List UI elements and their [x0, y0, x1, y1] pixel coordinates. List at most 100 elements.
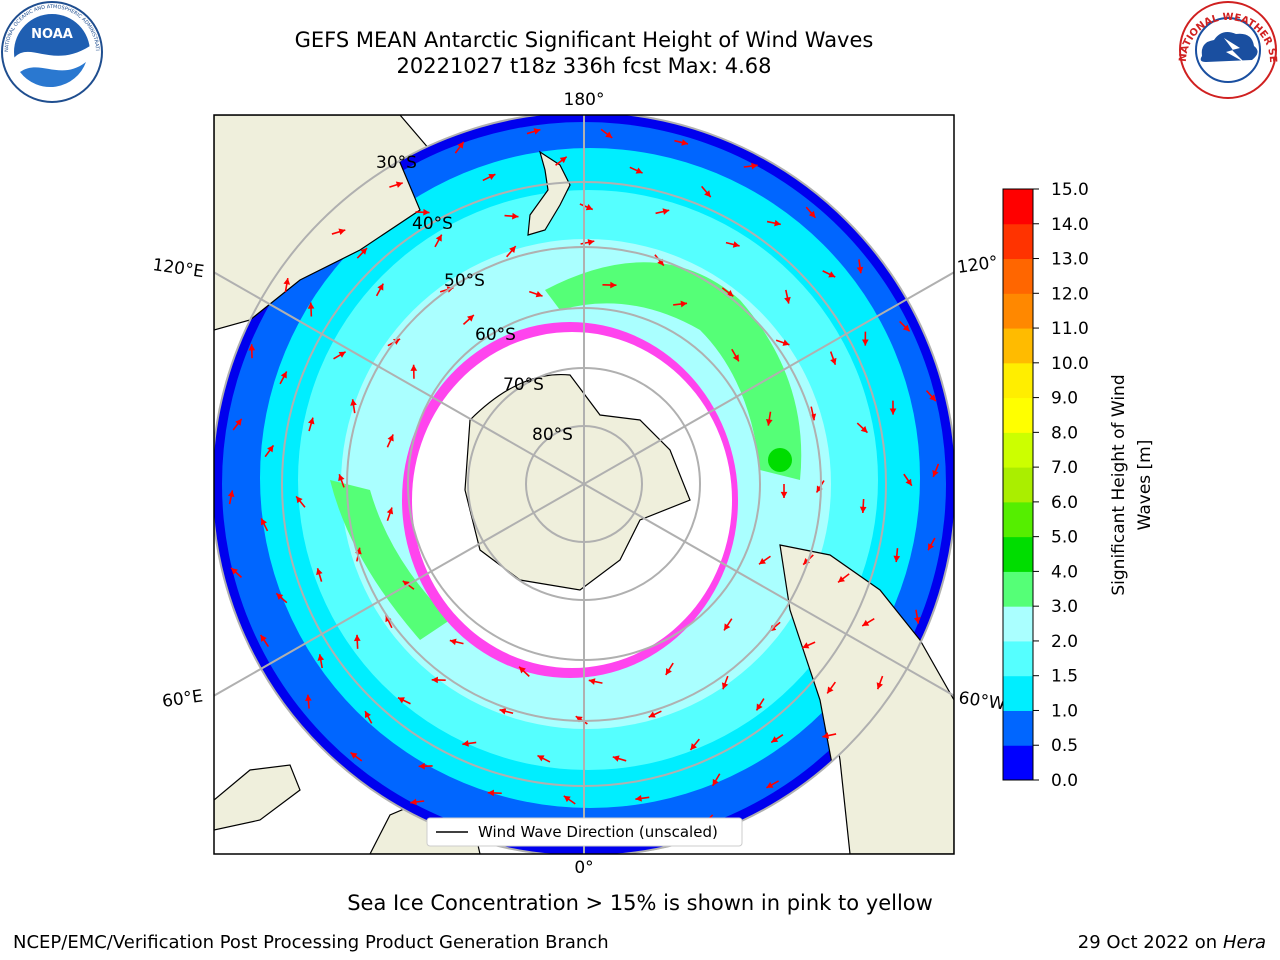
wave-arrow-head	[929, 394, 936, 402]
colorbar-frame	[1002, 188, 1034, 781]
lat-label-60s: 60°S	[475, 325, 516, 345]
wave-arrow-head	[665, 667, 672, 675]
wave-arrow-head	[563, 795, 571, 803]
wave-arrow-head	[758, 557, 766, 565]
wave-direction-arrows	[227, 128, 940, 842]
colorbar-tick-label: 2.0	[1051, 632, 1078, 652]
map-frame	[213, 114, 955, 855]
wave-arrow-head	[537, 755, 545, 762]
lon-label-60w: 60°W	[957, 688, 1006, 714]
wave-arrow-head	[509, 246, 516, 254]
colorbar-segment	[1003, 467, 1033, 503]
colorbar-segment	[1003, 536, 1033, 572]
wave-arrow-head	[859, 506, 867, 513]
wave-arrow-head	[377, 283, 384, 291]
wave-arrow-head	[280, 371, 287, 379]
wave-arrow-head	[913, 616, 921, 624]
wave-arrow-head	[802, 642, 810, 649]
map-subtitle: 20221027 t18z 336h fcst Max: 4.68	[396, 54, 772, 78]
map-title: GEFS MEAN Antarctic Significant Height o…	[294, 28, 874, 52]
wave-arrow-head	[766, 781, 774, 788]
wave-arrow-head	[410, 364, 418, 371]
lat-label-50s: 50°S	[444, 271, 485, 291]
wave-arrow-head	[690, 743, 697, 751]
wave-arrow-head	[435, 234, 442, 242]
colorbar-segment	[1003, 675, 1033, 711]
nws-logo: NATIONAL WEATHER SERVICE	[0, 0, 1278, 99]
wave-arrow-head	[397, 697, 405, 704]
wave-arrow-head	[771, 736, 779, 743]
wave-arrow-head	[316, 568, 323, 576]
wave-arrow-head	[462, 740, 469, 747]
wave-arrow-head	[605, 131, 613, 138]
wave-arrow-head	[235, 418, 242, 426]
colorbar-label-line1: Significant Height of Wind	[1109, 374, 1129, 595]
wave-arrow-head	[816, 485, 823, 493]
wave-arrow-head	[893, 555, 901, 563]
wave-arrow-head	[260, 518, 267, 526]
wave-arrow-head	[635, 795, 642, 802]
colorbar	[1002, 188, 1034, 781]
wave-arrow-head	[704, 190, 711, 198]
wave-arrow-head	[932, 469, 939, 477]
lon-label-120e: 120°E	[151, 255, 205, 282]
lon-label-0: 0°	[574, 858, 593, 878]
colorbar-tick-label: 1.5	[1051, 667, 1078, 687]
colorbar-tick-label: 9.0	[1051, 389, 1078, 409]
wave-arrow-head	[902, 324, 910, 332]
wave-arrow-head	[353, 634, 361, 642]
wave-arrow-head	[467, 314, 474, 322]
wave-arrow-head	[307, 417, 315, 425]
wave-arrow-head	[283, 278, 291, 285]
wave-arrow-head	[635, 167, 643, 174]
legend-label: Wind Wave Direction (unscaled)	[478, 823, 718, 841]
colorbar-ticks: 0.0 0.5 1.0 1.5 2.0 3.0 4.0 5.0 6.0 7.0 8.0 9.0 10.0…	[1033, 180, 1089, 791]
nws-logo-ring-text: NATIONAL WEATHER SERVICE	[0, 0, 1278, 63]
colorbar-tick-label: 5.0	[1051, 528, 1078, 548]
wave-arrow-head	[680, 300, 688, 308]
colorbar-segment	[1003, 189, 1033, 225]
map-area: 30°S 40°S 50°S 60°S 70°S 80°S Wind Wave …	[214, 115, 954, 854]
colorbar-segment	[1003, 745, 1033, 781]
map-legend: Wind Wave Direction (unscaled)	[426, 817, 743, 847]
colorbar-segment	[1003, 328, 1033, 364]
wave-arrow-head	[830, 357, 837, 365]
wave-arrow-head	[307, 302, 315, 309]
lon-label-180: 180°	[564, 90, 605, 110]
wave-arrow-head	[260, 634, 267, 642]
lat-label-70s: 70°S	[503, 375, 544, 395]
wave-arrow-head	[889, 408, 897, 415]
wave-arrow-head	[732, 241, 740, 248]
wave-arrow-head	[248, 344, 256, 351]
wave-arrow-head	[861, 339, 869, 346]
wave-arrow-head	[751, 162, 758, 170]
colorbar-tick-label: 15.0	[1051, 180, 1089, 200]
wave-arrow-head	[648, 711, 656, 718]
wave-arrow-head	[487, 789, 495, 797]
wave-arrow-head	[662, 208, 670, 215]
wave-arrow-head	[305, 694, 312, 702]
date-text: 29 Oct 2022 on Hera	[1078, 932, 1266, 953]
colorbar-tick-label: 6.0	[1051, 493, 1078, 513]
wave-arrow-head	[423, 208, 430, 216]
colorbar-tick-label: 4.0	[1051, 562, 1078, 582]
wave-arrow-head	[928, 543, 935, 551]
wave-arrow-head	[828, 271, 836, 278]
colorbar-segment	[1003, 432, 1033, 468]
wave-arrow-head	[782, 339, 790, 346]
credit-text: NCEP/EMC/Verification Post Processing Pr…	[13, 932, 609, 953]
colorbar-tick-label: 0.0	[1051, 771, 1078, 791]
wave-arrow-head	[774, 219, 781, 227]
wave-arrow-head	[410, 798, 417, 806]
colorbar-segment	[1003, 397, 1033, 433]
wave-arrow-head	[533, 128, 541, 135]
lon-label-60e: 60°E	[161, 686, 204, 711]
wave-arrow-head	[765, 418, 773, 426]
date-host: Hera	[1222, 932, 1266, 953]
colorbar-tick-label: 7.0	[1051, 458, 1078, 478]
colorbar-label-line2: Waves [m]	[1135, 440, 1155, 531]
wave-arrow-head	[732, 354, 739, 362]
wave-arrow-head	[784, 296, 791, 304]
wave-arrow-head	[587, 239, 595, 246]
